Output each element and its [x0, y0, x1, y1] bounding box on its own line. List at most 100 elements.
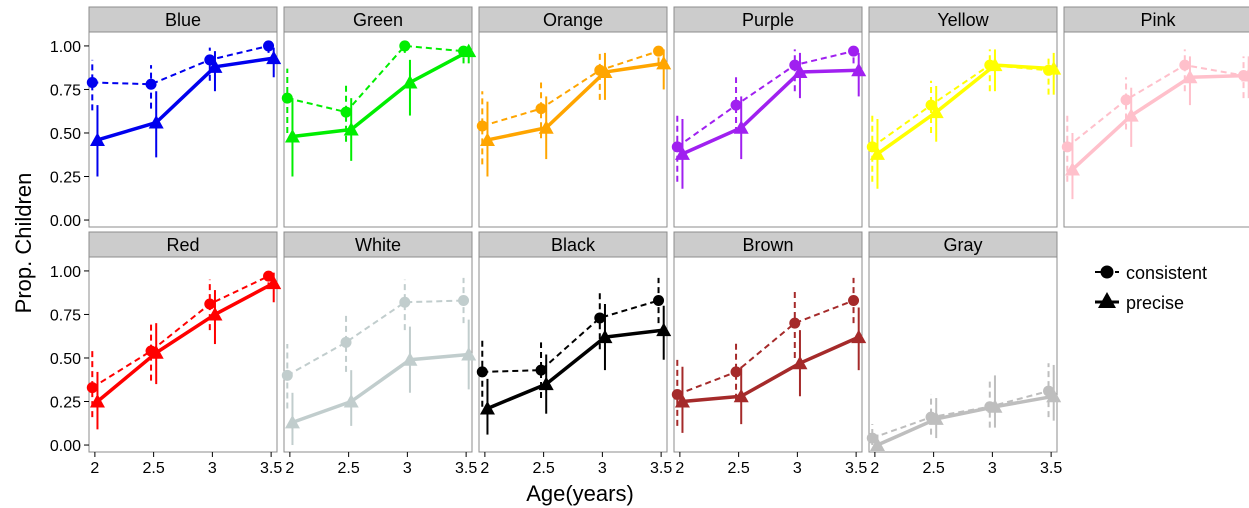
panel-black-precise-point-3 — [656, 322, 672, 337]
panel-white: White — [281, 231, 477, 453]
x-tick-label-col1-0: 2 — [285, 460, 294, 477]
panel-white-precise-point-1 — [343, 394, 359, 408]
panel-green-precise-point-1 — [343, 122, 359, 136]
panel-blue-consistent-line — [92, 44, 269, 86]
x-tick-label-col3-0: 2 — [675, 460, 684, 477]
panel-pink-strip-label: Pink — [1140, 10, 1176, 30]
panel-pink-consistent-point-1 — [1120, 94, 1132, 106]
panel-purple-precise-point-2 — [792, 64, 808, 79]
panel-green-strip-label: Green — [353, 10, 403, 30]
panel-red-consistent-point-0 — [86, 382, 98, 394]
x-tick-label-col3-1: 2.5 — [728, 460, 750, 477]
x-tick-label-col4-2: 3 — [988, 460, 997, 477]
panel-brown-precise-line — [682, 335, 860, 404]
panel-blue-precise-point-0 — [89, 132, 105, 146]
panel-orange: Orange — [476, 6, 672, 228]
panel-purple-consistent-line — [676, 50, 854, 148]
panel-orange-precise-point-3 — [656, 55, 672, 70]
panel-blue-precise-line — [96, 56, 274, 142]
panel-orange-strip-label: Orange — [543, 10, 603, 30]
x-tick-label-col3-2: 3 — [793, 460, 802, 477]
panel-black: Black — [476, 231, 672, 453]
panel-red-precise-point-0 — [89, 394, 105, 408]
panel-black-precise-point-2 — [597, 329, 613, 344]
panel-blue-precise-point-2 — [207, 59, 223, 73]
panel-yellow: Yellow — [866, 6, 1062, 228]
x-tick-label-col3-3: 3.5 — [845, 460, 867, 477]
panel-purple-consistent-point-1 — [730, 99, 742, 111]
x-tick-label-col0-3: 3.5 — [260, 460, 282, 477]
panel-green-consistent-point-2 — [399, 40, 411, 52]
y-axis-title: Prop. Children — [11, 173, 36, 314]
legend-item-precise: precise — [1095, 292, 1184, 313]
panel-black-precise-point-1 — [538, 376, 554, 391]
x-tick-label-col0-2: 3 — [208, 460, 217, 477]
y-tick-label-row1-0: 0.00 — [50, 438, 81, 455]
panel-pink-consistent-point-0 — [1061, 141, 1073, 153]
x-tick-label-col2-1: 2.5 — [533, 460, 555, 477]
x-tick-label-col0-1: 2.5 — [143, 460, 165, 477]
panel-yellow-consistent-point-1 — [925, 99, 937, 111]
panel-red-consistent-point-3 — [263, 270, 275, 282]
panel-green: Green — [281, 6, 477, 228]
panel-yellow-precise-point-3 — [1046, 61, 1062, 75]
panel-orange-consistent-point-1 — [535, 103, 547, 115]
panel-white-consistent-point-2 — [399, 296, 411, 308]
panel-brown-consistent-point-0 — [671, 389, 683, 401]
panel-brown-precise-point-0 — [674, 394, 690, 408]
panel-black-consistent-point-3 — [653, 295, 665, 307]
panel-orange-precise-point-1 — [538, 120, 554, 134]
x-tick-label-col4-1: 2.5 — [923, 460, 945, 477]
panel-blue-precise-point-1 — [148, 115, 164, 129]
y-tick-label-row1-4: 1.00 — [50, 264, 81, 281]
y-tick-label-row1-1: 0.25 — [50, 395, 81, 412]
y-tick-label-row1-2: 0.50 — [50, 351, 81, 368]
x-axis-title: Age(years) — [526, 481, 634, 506]
y-tick-label-row0-3: 0.75 — [50, 82, 81, 99]
panel-gray-precise-point-0 — [869, 437, 885, 452]
panel-blue-strip-label: Blue — [165, 10, 201, 30]
panel-blue-strip — [88, 6, 278, 33]
panel-white-consistent-line — [286, 299, 464, 377]
panel-white-consistent-point-0 — [281, 369, 293, 381]
x-tick-label-col2-3: 3.5 — [650, 460, 672, 477]
panel-gray: Gray — [866, 231, 1062, 453]
panel-blue: Blue — [86, 6, 282, 228]
x-tick-label-col4-0: 2 — [870, 460, 879, 477]
panel-green-precise-point-3 — [461, 43, 477, 58]
panel-green-consistent-point-1 — [340, 106, 352, 118]
chart-panels: Blue Green Orange Purple Yellow Pink Red White B… — [86, 6, 1249, 453]
panel-pink-precise-point-3 — [1241, 68, 1249, 82]
panel-yellow-strip-label: Yellow — [937, 10, 989, 30]
panel-brown-consistent-point-2 — [789, 317, 801, 329]
legend: consistent precise — [1095, 263, 1207, 313]
panel-pink-precise-point-1 — [1123, 108, 1139, 122]
panel-yellow-precise-point-1 — [928, 104, 944, 119]
panel-white-precise-line — [291, 352, 469, 425]
panel-pink-strip — [1063, 6, 1249, 33]
panel-brown-precise-point-3 — [851, 329, 867, 344]
panel-gray-precise-point-3 — [1046, 388, 1062, 403]
panel-green-precise-point-0 — [284, 128, 300, 143]
panel-gray-strip — [868, 231, 1058, 258]
panel-purple-precise-point-1 — [733, 120, 749, 134]
panel-black-consistent-point-2 — [594, 312, 606, 324]
panel-blue-consistent-point-1 — [145, 78, 157, 90]
panel-pink-consistent-point-2 — [1179, 59, 1191, 71]
panel-purple-precise-point-3 — [851, 62, 867, 77]
x-tick-label-col1-3: 3.5 — [455, 460, 477, 477]
panel-brown-background — [673, 256, 863, 453]
panel-brown-precise-point-2 — [792, 355, 808, 370]
panel-gray-strip-label: Gray — [943, 235, 982, 255]
panel-red-precise-point-3 — [266, 275, 282, 290]
panel-brown-consistent-point-1 — [730, 366, 742, 378]
panel-white-precise-point-0 — [284, 414, 300, 429]
panel-green-background — [283, 31, 473, 228]
panel-blue-precise-point-3 — [266, 50, 282, 65]
panel-brown-precise-point-1 — [733, 388, 749, 403]
panel-black-background — [478, 256, 668, 453]
panel-purple: Purple — [671, 6, 867, 228]
panel-purple-background — [673, 31, 863, 228]
x-tick-label-col4-3: 3.5 — [1040, 460, 1062, 477]
